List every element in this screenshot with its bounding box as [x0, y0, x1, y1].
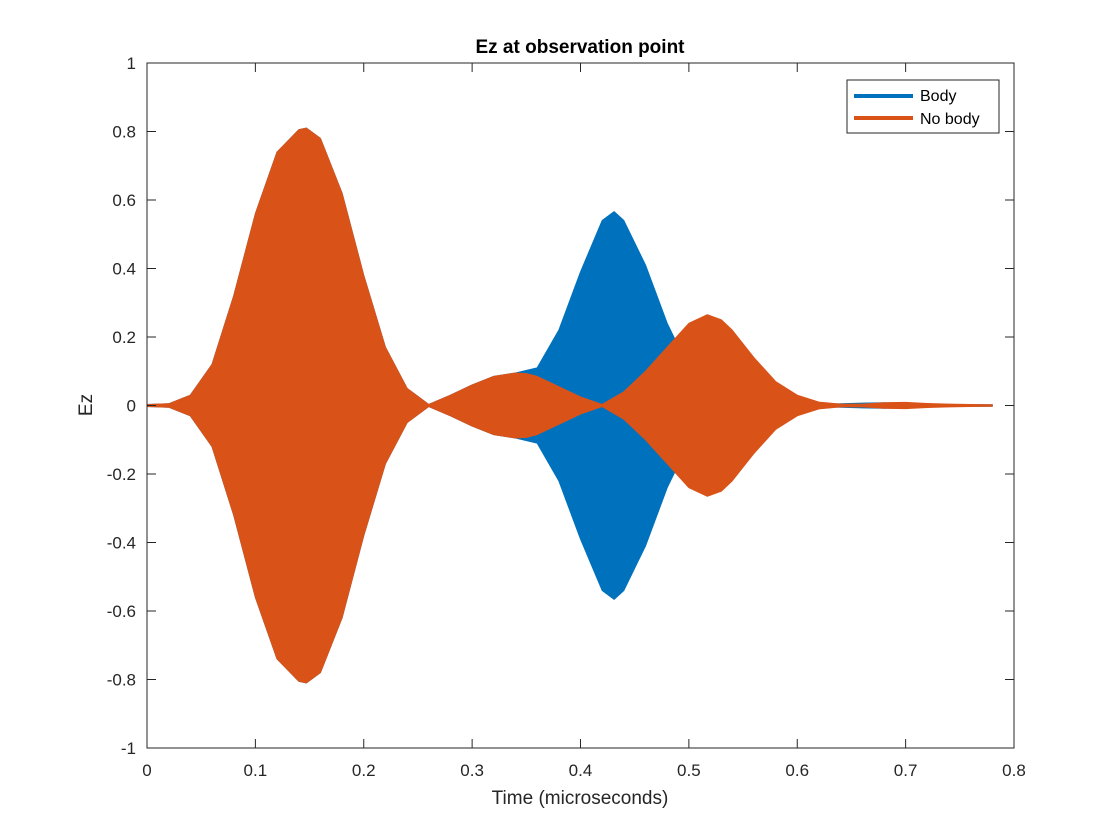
legend: Body No body — [846, 79, 1000, 134]
y-tick-label: 0.6 — [112, 191, 136, 210]
series-layer — [146, 127, 993, 684]
y-tick-label: -1 — [121, 739, 136, 758]
x-tick-label: 0 — [142, 761, 151, 780]
y-tick-label: 0.8 — [112, 123, 136, 142]
x-tick-label: 0.2 — [352, 761, 376, 780]
legend-label-body: Body — [920, 88, 956, 105]
y-tick-label: 0.2 — [112, 328, 136, 347]
x-tick-label: 0.4 — [569, 761, 593, 780]
y-tick-label: -0.4 — [107, 534, 136, 553]
y-tick-label: -0.2 — [107, 465, 136, 484]
ticks-layer: 0 0.1 0.2 0.3 0.4 0.5 0.6 0.7 0.8 -1 -0.8 -0.6 -0.4 -… — [107, 54, 1026, 780]
x-tick-label: 0.6 — [785, 761, 809, 780]
y-tick-label: 0.4 — [112, 260, 136, 279]
y-tick-label: -0.6 — [107, 602, 136, 621]
y-axis-label: Ez — [76, 394, 97, 416]
y-tick-label: 0 — [127, 397, 136, 416]
y-tick-label: 1 — [127, 54, 136, 73]
x-tick-label: 0.1 — [244, 761, 268, 780]
series-no-body-envelope — [146, 127, 993, 684]
x-tick-label: 0.8 — [1002, 761, 1026, 780]
x-axis-label: Time (microseconds) — [492, 788, 669, 809]
legend-label-no-body: No body — [920, 111, 980, 128]
x-tick-label: 0.3 — [460, 761, 484, 780]
x-tick-label: 0.7 — [894, 761, 918, 780]
chart-title: Ez at observation point — [475, 37, 685, 58]
x-tick-label: 0.5 — [677, 761, 701, 780]
y-tick-label: -0.8 — [107, 671, 136, 690]
legend-box — [846, 79, 1000, 134]
